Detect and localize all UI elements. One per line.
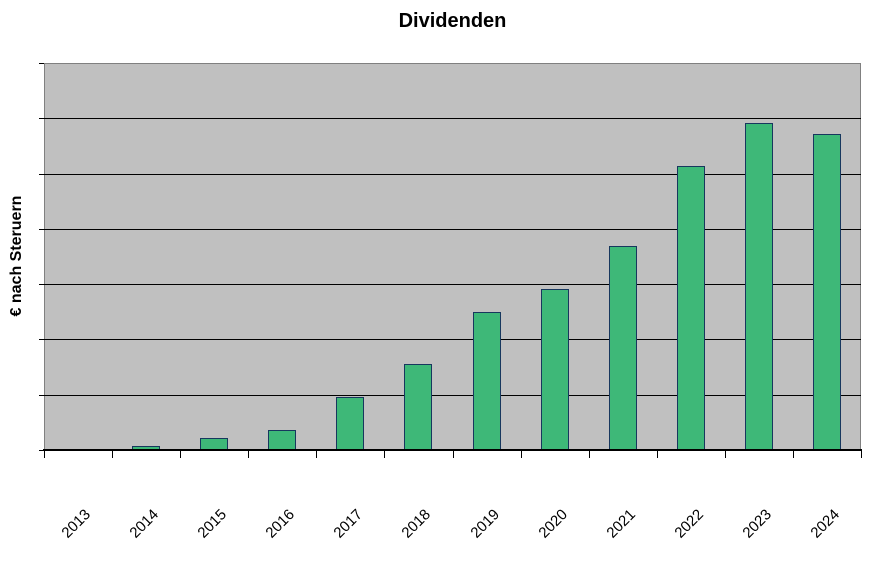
y-axis-label: € nach Steruern bbox=[8, 195, 25, 317]
gridline bbox=[44, 173, 861, 175]
x-tick-mark bbox=[792, 451, 794, 458]
x-tick-label: 2022 bbox=[671, 506, 707, 542]
x-tick-label: 2020 bbox=[535, 506, 571, 542]
y-tick-mark bbox=[39, 450, 44, 451]
x-tick-label: 2016 bbox=[262, 506, 299, 542]
bar-2017 bbox=[336, 396, 365, 450]
x-tick-mark bbox=[588, 451, 590, 458]
chart-title: Dividenden bbox=[398, 10, 507, 32]
y-tick-mark bbox=[39, 118, 44, 120]
x-tick-mark bbox=[656, 451, 658, 458]
gridline bbox=[44, 394, 861, 396]
x-tick-label: 2021 bbox=[603, 506, 639, 542]
bar-2018 bbox=[404, 363, 433, 450]
x-tick-label: 2013 bbox=[58, 506, 95, 542]
bar-2023 bbox=[744, 122, 773, 450]
x-tick-mark bbox=[520, 451, 522, 458]
x-tick-label: 2015 bbox=[194, 506, 231, 542]
x-tick-mark bbox=[452, 451, 454, 458]
x-tick-mark bbox=[112, 451, 114, 458]
x-axis-line bbox=[43, 449, 862, 451]
x-tick-label: 2024 bbox=[807, 506, 843, 542]
gridline bbox=[44, 118, 861, 120]
y-tick-mark bbox=[39, 173, 44, 175]
x-tick-mark bbox=[724, 451, 726, 458]
bar-2021 bbox=[608, 245, 637, 450]
y-tick-mark bbox=[39, 339, 44, 341]
x-tick-label: 2017 bbox=[330, 506, 367, 542]
x-tick-mark bbox=[384, 451, 386, 458]
plot-area bbox=[44, 63, 861, 450]
bar-2022 bbox=[676, 165, 705, 450]
x-tick-mark bbox=[180, 451, 182, 458]
x-tick-label: 2019 bbox=[466, 506, 503, 542]
bar-2020 bbox=[540, 289, 569, 450]
y-tick-mark bbox=[39, 228, 44, 230]
x-tick-mark bbox=[44, 451, 45, 458]
bar-2016 bbox=[268, 429, 297, 450]
x-tick-label: 2018 bbox=[398, 506, 435, 542]
x-tick-mark bbox=[248, 451, 250, 458]
x-tick-mark bbox=[316, 451, 318, 458]
gridline bbox=[44, 228, 861, 230]
y-tick-mark bbox=[39, 63, 44, 64]
gridline bbox=[44, 339, 861, 341]
gridline bbox=[44, 284, 861, 286]
y-tick-mark bbox=[39, 394, 44, 396]
bar-2024 bbox=[812, 133, 841, 450]
x-tick-mark bbox=[861, 451, 862, 458]
x-tick-label: 2023 bbox=[739, 506, 775, 542]
y-tick-mark bbox=[39, 284, 44, 286]
x-tick-label: 2014 bbox=[126, 506, 163, 542]
bar-2019 bbox=[472, 312, 501, 450]
